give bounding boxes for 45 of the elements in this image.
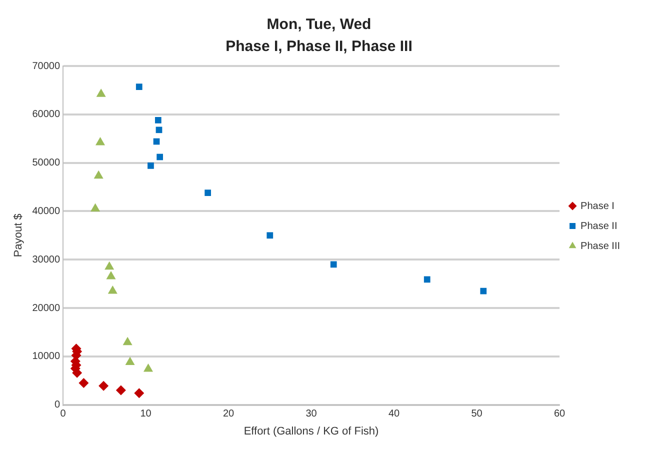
point <box>156 154 164 160</box>
x-tick-label: 30 <box>306 408 318 420</box>
point <box>134 388 144 398</box>
chart-subtitle: Phase I, Phase II, Phase III <box>226 38 412 56</box>
y-tick-label: 70000 <box>32 60 60 72</box>
point <box>148 162 154 169</box>
y-tick-label: 10000 <box>32 351 60 362</box>
point <box>330 261 337 268</box>
y-tick-label: 30000 <box>32 254 60 266</box>
point <box>136 84 142 90</box>
point <box>104 261 114 270</box>
x-tick-label: 10 <box>140 408 152 420</box>
point <box>122 336 132 346</box>
legend-label: Phase I <box>580 200 614 212</box>
point <box>94 170 104 179</box>
legend-label: Phase II <box>580 220 618 232</box>
point <box>96 88 106 97</box>
point <box>480 288 487 294</box>
x-tick-label: 60 <box>554 408 566 420</box>
x-axis-title: Effort (Gallons / KG of Fish) <box>244 425 379 438</box>
point <box>78 378 89 388</box>
point <box>156 126 162 134</box>
point <box>90 203 100 212</box>
legend-label: Phase III <box>580 240 620 252</box>
y-tick-label: 20000 <box>32 302 60 314</box>
point <box>108 286 118 294</box>
point <box>143 363 154 372</box>
y-axis-title: Payout $ <box>12 214 25 258</box>
point <box>154 117 162 124</box>
x-tick-label: 20 <box>222 408 235 420</box>
point <box>125 356 135 365</box>
point <box>98 380 109 391</box>
y-tick-label: 0 <box>54 400 60 411</box>
point <box>424 276 430 283</box>
point <box>204 190 212 196</box>
chart-title: Mon, Tue, Wed <box>266 16 372 34</box>
y-tick-label: 60000 <box>32 109 60 120</box>
x-tick-label: 40 <box>388 408 400 420</box>
point <box>266 232 274 239</box>
point <box>95 136 106 146</box>
y-tick-label: 40000 <box>32 206 60 217</box>
x-tick-label: 50 <box>471 408 483 420</box>
point <box>106 271 116 280</box>
y-tick-label: 50000 <box>32 158 60 169</box>
point <box>116 385 126 396</box>
